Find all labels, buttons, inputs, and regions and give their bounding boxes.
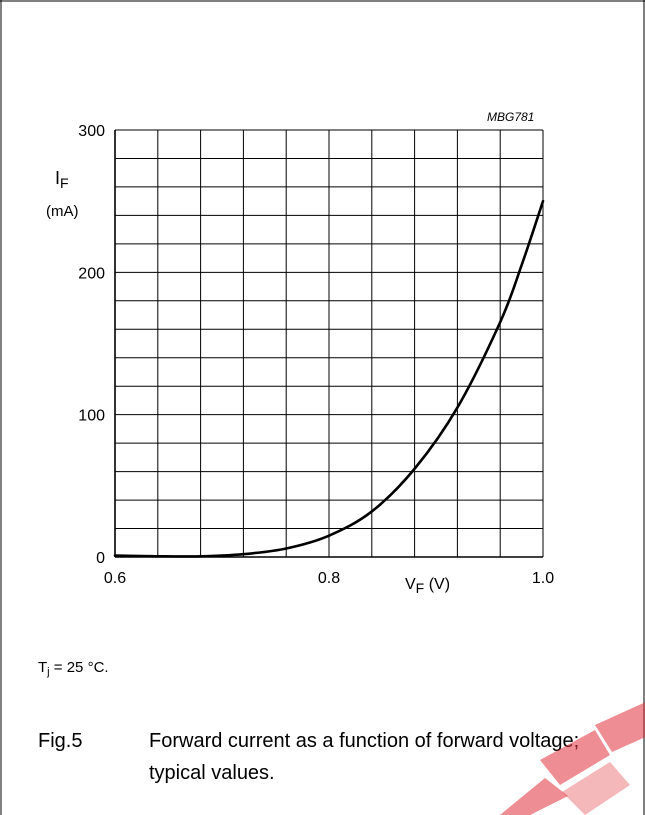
- watermark-logo: [500, 702, 645, 815]
- y-axis-symbol: I: [55, 168, 61, 188]
- x-tick-label: 1.0: [532, 570, 554, 587]
- figure-number: Fig.5: [38, 730, 83, 752]
- condition-prefix: T: [38, 659, 48, 676]
- drawing-id: MBG781: [487, 110, 535, 124]
- y-axis-unit: (mA): [46, 203, 79, 220]
- condition-suffix: = 25 °C.: [49, 659, 109, 676]
- series-line: [113, 199, 545, 558]
- y-axis-subscript: F: [60, 175, 69, 191]
- x-tick-label: 0.6: [104, 570, 126, 587]
- chart-tick-labels: 0.6 0.8 1.0 0 100 200 300: [78, 123, 554, 587]
- chart-grid: [114, 129, 544, 558]
- condition-subscript: j: [47, 666, 50, 678]
- y-tick-label: 100: [78, 408, 105, 425]
- x-axis-subscript: F: [415, 580, 425, 596]
- y-tick-label: 300: [78, 123, 105, 140]
- y-tick-label: 200: [78, 265, 105, 282]
- x-axis-label: VF (V): [405, 576, 450, 596]
- y-tick-label: 0: [96, 550, 105, 567]
- y-axis-label: IF: [55, 168, 69, 191]
- x-axis-symbol: V: [405, 576, 416, 593]
- temperature-condition: Tj = 25 °C.: [38, 659, 109, 678]
- figure-caption-text: Forward current as a function of forward…: [149, 730, 580, 784]
- x-axis-unit: (V): [428, 576, 451, 593]
- x-tick-label: 0.8: [318, 570, 340, 587]
